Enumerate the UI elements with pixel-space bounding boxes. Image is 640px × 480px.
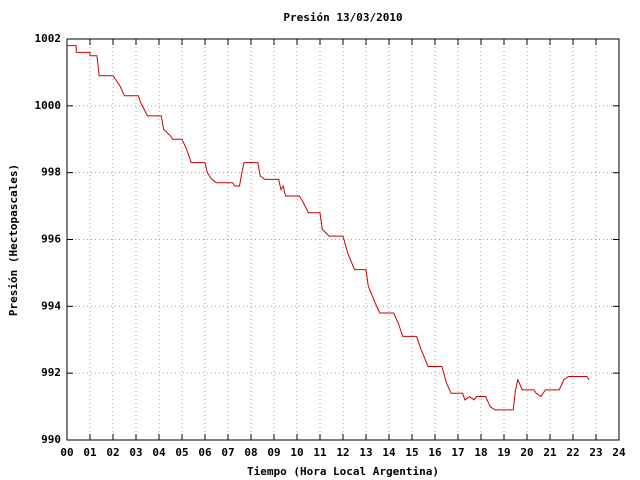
x-tick-label: 20: [520, 446, 533, 459]
chart-title: Presión 13/03/2010: [283, 11, 402, 24]
y-tick-label: 1002: [35, 32, 62, 45]
x-tick-label: 15: [405, 446, 418, 459]
x-axis-label: Tiempo (Hora Local Argentina): [247, 465, 439, 478]
x-tick-label: 01: [83, 446, 97, 459]
x-tick-label: 17: [451, 446, 464, 459]
x-tick-label: 03: [129, 446, 142, 459]
x-tick-label: 16: [428, 446, 442, 459]
y-tick-label: 1000: [35, 99, 62, 112]
y-tick-label: 994: [41, 299, 61, 312]
x-tick-label: 19: [497, 446, 510, 459]
x-tick-label: 11: [313, 446, 327, 459]
data-line: [67, 45, 590, 411]
x-tick-label: 24: [612, 446, 626, 459]
x-tick-label: 12: [336, 446, 349, 459]
y-tick-label: 996: [41, 233, 61, 246]
x-tick-label: 08: [244, 446, 257, 459]
y-tick-label: 998: [41, 166, 61, 179]
y-axis-label: Presión (Hectopascales): [7, 164, 20, 316]
x-tick-label: 07: [221, 446, 234, 459]
x-tick-label: 23: [589, 446, 602, 459]
x-tick-label: 14: [382, 446, 396, 459]
plot-border: [66, 38, 620, 441]
x-tick-label: 18: [474, 446, 487, 459]
x-tick-label: 04: [152, 446, 166, 459]
y-tick-label: 990: [41, 433, 61, 446]
x-tick-label: 06: [198, 446, 212, 459]
x-tick-label: 13: [359, 446, 372, 459]
x-tick-label: 02: [106, 446, 119, 459]
x-tick-label: 22: [566, 446, 579, 459]
x-tick-label: 21: [543, 446, 557, 459]
x-tick-label: 00: [60, 446, 73, 459]
x-tick-label: 09: [267, 446, 280, 459]
y-tick-label: 992: [41, 366, 61, 379]
x-tick-label: 10: [290, 446, 303, 459]
x-tick-label: 05: [175, 446, 188, 459]
